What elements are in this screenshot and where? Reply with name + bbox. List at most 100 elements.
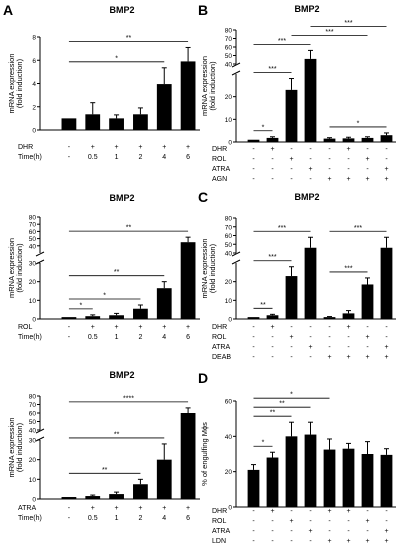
row-value: - — [328, 518, 331, 525]
bar — [156, 459, 172, 499]
row-value: - — [68, 154, 71, 161]
row-value: - — [271, 344, 274, 351]
row-label: ATRA — [212, 344, 230, 351]
row-value: - — [309, 156, 312, 163]
row-value: + — [308, 344, 312, 351]
row-value: - — [290, 146, 293, 153]
bar — [285, 436, 298, 507]
row-value: - — [328, 156, 331, 163]
row-value: + — [384, 528, 388, 535]
bar — [180, 242, 196, 319]
row-label: AGN — [212, 176, 227, 183]
bar — [380, 247, 393, 319]
y-tick-label: 80 — [29, 394, 37, 401]
row-value: 2 — [138, 515, 142, 522]
axis-break-mark — [231, 70, 241, 76]
row-value: - — [252, 508, 255, 515]
y-axis-label: (fold induction) — [208, 61, 217, 111]
row-value: - — [328, 528, 331, 535]
chart-title: BMP2 — [294, 4, 319, 14]
row-value: - — [271, 156, 274, 163]
y-tick-label: 40 — [225, 434, 233, 441]
row-value: - — [385, 156, 388, 163]
significance-label: *** — [278, 225, 286, 232]
axis-break-mark — [35, 251, 45, 257]
row-value: - — [347, 528, 350, 535]
row-value: + — [384, 354, 388, 361]
y-tick-label: 30 — [29, 438, 37, 445]
significance-label: *** — [268, 66, 276, 73]
row-value: - — [366, 344, 369, 351]
row-value: - — [328, 334, 331, 341]
y-tick-label: 6 — [32, 58, 36, 65]
bar — [323, 138, 336, 142]
row-value: + — [115, 144, 119, 151]
row-value: 6 — [186, 154, 190, 161]
bar — [61, 497, 77, 499]
bar — [342, 448, 355, 507]
row-value: - — [252, 344, 255, 351]
row-value: - — [366, 166, 369, 173]
significance-label: * — [262, 440, 265, 447]
y-axis-label: (fold induction) — [15, 422, 24, 472]
significance-label: *** — [278, 38, 286, 45]
y-tick-label: 70 — [29, 402, 37, 409]
row-value: + — [346, 354, 350, 361]
row-value: + — [346, 324, 350, 331]
panel-letter: A — [3, 2, 13, 18]
bar — [133, 484, 148, 499]
y-tick-label: 80 — [225, 28, 233, 35]
row-value: - — [68, 515, 71, 522]
row-value: 0.5 — [88, 515, 98, 522]
y-tick-label: 10 — [225, 298, 233, 305]
significance-label: *** — [268, 254, 276, 261]
row-value: + — [346, 146, 350, 153]
bar — [323, 449, 336, 507]
row-label: ROL — [212, 518, 227, 525]
y-tick-label: 8 — [32, 35, 36, 42]
significance-label: * — [290, 392, 293, 399]
row-value: - — [290, 344, 293, 351]
row-label: LDN — [212, 538, 226, 545]
significance-label: *** — [325, 29, 333, 36]
row-value: + — [91, 324, 95, 331]
row-value: 0.5 — [88, 334, 98, 341]
row-value: + — [384, 176, 388, 183]
row-label: DHR — [212, 324, 227, 331]
y-tick-label: 10 — [29, 477, 37, 484]
row-value: - — [366, 528, 369, 535]
bar — [85, 114, 101, 130]
y-axis-label: % of engulfing Mϕs — [200, 422, 209, 486]
significance-label: ** — [126, 35, 132, 42]
panel-letter: D — [198, 370, 208, 386]
panel-letter: C — [198, 189, 208, 205]
row-value: + — [138, 324, 142, 331]
y-tick-label: 0 — [228, 505, 232, 512]
row-value: + — [365, 538, 369, 545]
row-value: + — [384, 166, 388, 173]
row-value: + — [384, 538, 388, 545]
y-tick-label: 50 — [29, 236, 37, 243]
y-axis-label: (fold induction) — [15, 58, 24, 108]
significance-label: ** — [279, 401, 285, 408]
axis-break-mark — [35, 428, 45, 434]
row-value: + — [270, 508, 274, 515]
row-value: + — [91, 505, 95, 512]
row-label: DHR — [18, 144, 33, 151]
y-tick-label: 0 — [228, 317, 232, 324]
row-value: + — [115, 324, 119, 331]
y-tick-label: 2 — [32, 104, 36, 111]
y-tick-label: 80 — [225, 216, 233, 223]
row-value: - — [309, 538, 312, 545]
row-value: - — [366, 508, 369, 515]
y-tick-label: 10 — [225, 117, 233, 124]
row-value: + — [186, 144, 190, 151]
row-value: + — [365, 156, 369, 163]
y-axis-label: mRNA expression — [7, 53, 16, 113]
row-value: - — [290, 354, 293, 361]
row-label: DHR — [212, 146, 227, 153]
y-axis-label: mRNA expression — [7, 238, 16, 298]
row-value: + — [115, 505, 119, 512]
row-value: - — [366, 324, 369, 331]
